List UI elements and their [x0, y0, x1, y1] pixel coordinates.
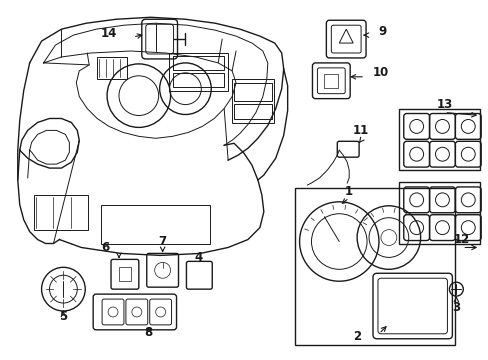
Text: 11: 11	[352, 124, 368, 137]
Text: 1: 1	[345, 185, 352, 198]
Text: 8: 8	[144, 326, 153, 339]
Bar	[97, 57, 127, 79]
Text: 12: 12	[453, 233, 469, 246]
Bar	[294, 188, 454, 345]
Bar	[172, 73, 224, 87]
Text: 5: 5	[59, 310, 67, 323]
Text: 2: 2	[352, 330, 361, 343]
Text: 3: 3	[451, 301, 460, 314]
Text: 10: 10	[372, 66, 388, 79]
Bar	[232, 79, 273, 123]
Text: 9: 9	[378, 24, 386, 38]
Bar	[101, 205, 210, 244]
Bar	[398, 182, 479, 243]
Bar	[119, 267, 131, 281]
Bar	[172, 56, 224, 70]
Bar	[234, 83, 271, 100]
Text: 14: 14	[101, 27, 117, 40]
Bar	[34, 195, 88, 230]
Bar	[398, 109, 479, 170]
Bar	[234, 104, 271, 120]
Text: 6: 6	[101, 241, 109, 254]
Bar	[324, 74, 338, 88]
Bar	[168, 53, 228, 91]
Text: 4: 4	[194, 251, 202, 264]
Text: 7: 7	[158, 235, 166, 248]
Text: 13: 13	[435, 98, 452, 111]
